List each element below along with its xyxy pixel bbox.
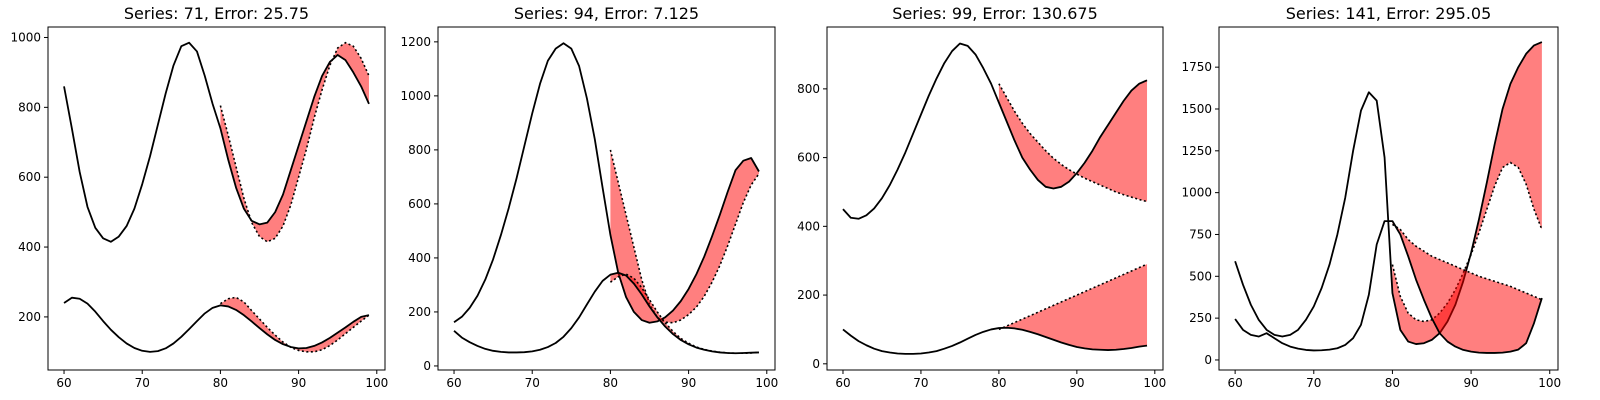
y-tick-label: 200 <box>797 288 820 302</box>
error-area-series-1 <box>1392 42 1542 345</box>
actual-line-series-1 <box>842 42 1148 220</box>
y-tick-label: 600 <box>797 151 820 165</box>
y-tick-label: 600 <box>18 170 41 184</box>
x-tick-label: 90 <box>681 376 696 390</box>
x-tick-label: 80 <box>1385 376 1400 390</box>
forecast-line-series-1 <box>998 83 1148 203</box>
y-tick-label: 800 <box>408 143 431 157</box>
x-tick-label: 80 <box>213 376 228 390</box>
subplot-3: Series: 99, Error: 130.675 60 70 80 90 100 0 2… <box>797 4 1166 390</box>
x-tick-label: 60 <box>1227 376 1242 390</box>
y-tick-label: 200 <box>18 310 41 324</box>
y-tick-label: 0 <box>1204 353 1212 367</box>
y-tick-label: 0 <box>423 359 431 373</box>
plot-area <box>1234 41 1543 354</box>
forecast-line-series-2 <box>609 273 760 355</box>
actual-line-series-1 <box>63 41 370 243</box>
x-tick-label: 90 <box>291 376 306 390</box>
error-area-series-2 <box>998 264 1148 351</box>
error-area-series-2 <box>220 297 369 352</box>
axes-frame <box>1218 26 1559 371</box>
x-tick-label: 100 <box>1538 376 1561 390</box>
actual-line-series-1 <box>453 42 760 324</box>
error-area-series-1 <box>610 149 759 323</box>
axes-frame <box>826 26 1164 371</box>
y-tick-label: 250 <box>1189 311 1212 325</box>
error-area-series-1 <box>220 42 369 242</box>
x-tick-label: 60 <box>56 376 71 390</box>
x-tick-label: 100 <box>1143 376 1166 390</box>
y-tick-label: 1250 <box>1181 144 1212 158</box>
forecast-line-series-2 <box>219 296 370 353</box>
y-tick-label: 600 <box>408 197 431 211</box>
axes-frame <box>437 26 776 371</box>
x-tick-label: 70 <box>1306 376 1321 390</box>
x-tick-label: 70 <box>525 376 540 390</box>
x-tick-label: 90 <box>1069 376 1084 390</box>
actual-line-series-2 <box>453 271 760 355</box>
actual-line-series-2 <box>1234 220 1543 354</box>
y-tick-label: 0 <box>812 357 820 371</box>
y-tick-label: 400 <box>797 219 820 233</box>
x-tick-label: 100 <box>365 376 388 390</box>
y-tick-label: 1500 <box>1181 102 1212 116</box>
error-area-series-2 <box>1392 221 1542 353</box>
subplot-4: Series: 141, Error: 295.05 60 70 80 90 10002… <box>1181 4 1561 390</box>
x-tick-label: 70 <box>135 376 150 390</box>
x-tick-label: 90 <box>1463 376 1478 390</box>
forecast-line-series-1 <box>1391 161 1543 323</box>
y-tick-label: 1000 <box>1181 186 1212 200</box>
x-tick-label: 100 <box>755 376 778 390</box>
actual-line-series-2 <box>63 296 370 353</box>
subplot-title: Series: 99, Error: 130.675 <box>892 4 1098 23</box>
forecast-line-series-1 <box>219 41 370 243</box>
y-tick-label: 750 <box>1189 227 1212 241</box>
plot-area <box>63 41 370 353</box>
x-tick-label: 60 <box>835 376 850 390</box>
axes-frame <box>47 26 386 371</box>
x-tick-label: 80 <box>603 376 618 390</box>
subplot-1: Series: 71, Error: 25.75 60 70 80 90 100 200 4… <box>10 4 388 390</box>
y-tick-label: 1200 <box>400 35 431 49</box>
plot-area <box>453 42 760 355</box>
x-tick-label: 60 <box>446 376 461 390</box>
error-area-series-1 <box>998 80 1148 202</box>
y-tick-label: 400 <box>408 251 431 265</box>
subplot-2: Series: 94, Error: 7.125 60 70 80 90 1000200… <box>400 4 778 390</box>
y-tick-label: 800 <box>797 82 820 96</box>
subplot-title: Series: 94, Error: 7.125 <box>514 4 699 23</box>
x-tick-label: 80 <box>991 376 1006 390</box>
actual-line-series-1 <box>1234 41 1543 345</box>
y-tick-label: 400 <box>18 240 41 254</box>
subplot-title: Series: 71, Error: 25.75 <box>124 4 309 23</box>
subplot-title: Series: 141, Error: 295.05 <box>1286 4 1492 23</box>
y-tick-label: 1750 <box>1181 60 1212 74</box>
y-tick-label: 500 <box>1189 269 1212 283</box>
x-tick-label: 70 <box>913 376 928 390</box>
plot-area <box>842 42 1148 355</box>
actual-line-series-2 <box>842 326 1148 355</box>
y-tick-label: 1000 <box>10 30 41 44</box>
y-tick-label: 800 <box>18 100 41 114</box>
y-tick-label: 200 <box>408 305 431 319</box>
y-tick-label: 1000 <box>400 89 431 103</box>
